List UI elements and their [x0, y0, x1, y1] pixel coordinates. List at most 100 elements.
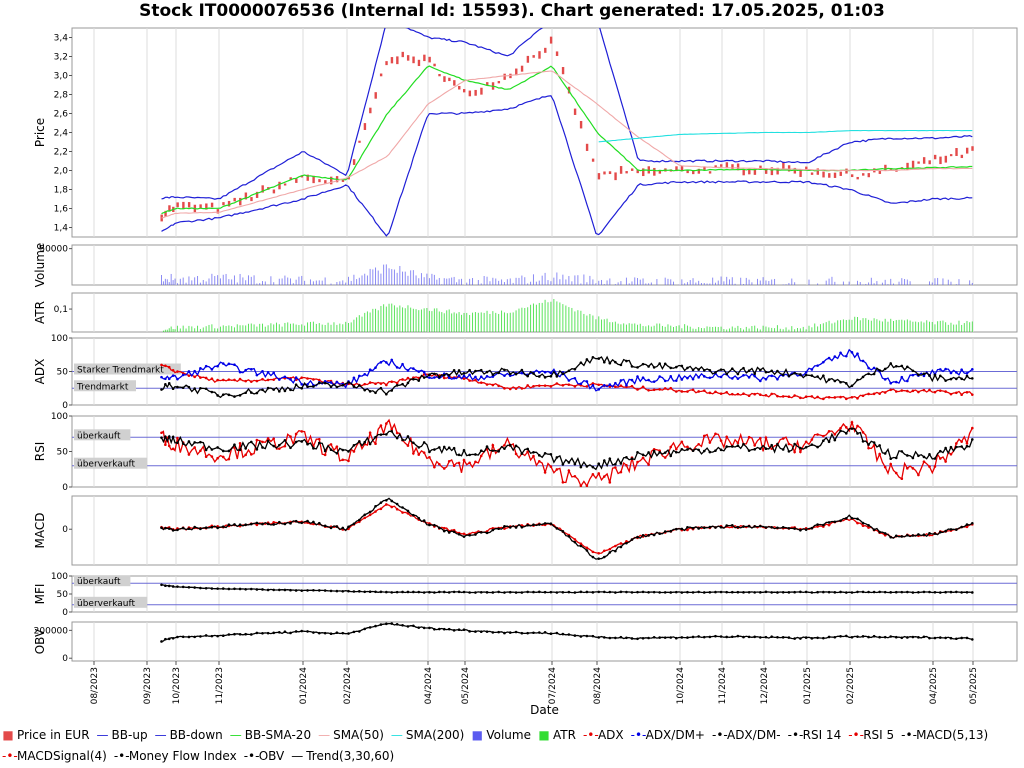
adx-point: [647, 388, 650, 392]
rsi-14-point: [944, 446, 947, 450]
adx-dm-plus-point: [641, 376, 645, 379]
obv-point: [272, 631, 275, 635]
adx-point: [468, 379, 471, 382]
rsi-14-point: [374, 435, 377, 439]
money-flow-index-point: [889, 591, 893, 594]
adx-dm-plus-point: [335, 380, 339, 384]
adx-point: [708, 391, 712, 395]
panel-ylabel: ATR: [33, 301, 47, 324]
price-candle: [363, 123, 367, 130]
rsi-5-point: [917, 473, 920, 477]
adx-dm-plus-point: [776, 377, 779, 381]
macd-point: [181, 526, 185, 530]
macd-signal-point: [255, 523, 259, 527]
y-tick-label: 1,8: [54, 186, 69, 196]
obv-point: [725, 635, 728, 639]
adx-dm-plus-point: [708, 376, 712, 380]
obv-point: [479, 630, 483, 633]
obv-point: [742, 635, 745, 639]
macd-point: [412, 513, 415, 517]
rsi-14-point: [949, 445, 953, 449]
adx-dm-minus-point: [447, 374, 451, 377]
macd-point: [822, 523, 825, 527]
adx-dm-minus-point: [702, 369, 706, 372]
x-tick-label: 08/2023: [90, 667, 100, 704]
adx-dm-minus-point: [385, 392, 388, 396]
money-flow-index-point: [160, 583, 163, 587]
macd-point: [894, 534, 898, 538]
macd-point: [573, 540, 577, 544]
price-candle: [625, 171, 628, 174]
macd-point: [379, 501, 383, 504]
obv-point: [730, 635, 734, 639]
money-flow-index-point: [658, 591, 661, 594]
adx-dm-minus-point: [867, 372, 870, 376]
adx-point: [702, 389, 706, 392]
adx-point: [965, 390, 969, 394]
price-candle: [630, 168, 634, 171]
price-candle: [725, 162, 729, 169]
money-flow-index-point: [312, 588, 315, 592]
macd-point: [736, 525, 740, 529]
legend-item: — BB-SMA-20: [230, 725, 311, 746]
macd-signal-point: [861, 524, 865, 527]
obv-point: [176, 635, 179, 639]
adx-point: [938, 389, 942, 392]
adx-point: [216, 378, 219, 382]
rsi-14-point: [669, 454, 673, 458]
chart-legend: ■ Price in EUR — BB-up — BB-down — BB-SMA-20— SM…: [2, 725, 1022, 767]
adx-dm-plus-point: [861, 359, 865, 363]
macd-point: [793, 527, 796, 530]
rsi-14-point: [537, 454, 541, 457]
price-candle: [884, 164, 887, 171]
legend-item: -•-RSI 14: [788, 725, 842, 746]
money-flow-index-point: [352, 590, 356, 593]
obv-point: [602, 636, 606, 639]
rsi-14-point: [793, 442, 796, 446]
atr-bars: [162, 298, 973, 332]
legend-symbol: ■: [2, 728, 14, 742]
adx-point: [900, 389, 904, 392]
adx-dm-plus-point: [663, 379, 667, 383]
mfi-overbought-label: überkauft: [77, 577, 121, 587]
rsi-14-point: [335, 452, 339, 455]
adx-dm-minus-point: [160, 388, 163, 391]
adx-dm-plus-point: [238, 370, 242, 374]
price-candle: [591, 158, 595, 162]
money-flow-index-point: [317, 589, 321, 592]
price-candle: [448, 77, 451, 82]
rsi-5-point: [503, 443, 506, 447]
y-tick-label: 2,2: [54, 148, 68, 158]
money-flow-index-point: [390, 591, 394, 594]
rsi-5-point: [585, 484, 589, 487]
macd-point: [602, 555, 606, 559]
adx-dm-plus-point: [810, 368, 814, 371]
macd-point: [770, 525, 773, 529]
macd-point: [764, 526, 768, 529]
obv-point: [641, 636, 645, 640]
adx: [160, 363, 974, 401]
adx-strong-trend-label-bg: [74, 363, 181, 375]
legend-label: MACD(5,13): [916, 728, 989, 742]
adx-dm-plus-point: [585, 380, 589, 383]
price-candle: [585, 143, 589, 151]
y-tick-label: 0,1: [54, 305, 68, 315]
money-flow-index-point: [579, 590, 583, 594]
macd-point: [503, 525, 506, 528]
adx-dm-minus-point: [573, 367, 577, 371]
rsi-14-point: [491, 449, 495, 452]
macd-point: [742, 525, 745, 528]
adx-point: [312, 378, 315, 381]
money-flow-index-point: [770, 591, 773, 594]
rsi-14-point: [497, 450, 500, 453]
macd-signal-point: [614, 544, 617, 548]
macd-point: [401, 506, 404, 509]
price-candle: [341, 178, 345, 182]
rsi-5-point: [669, 445, 673, 449]
price-candle: [239, 197, 242, 206]
macd-point: [816, 523, 819, 526]
adx-dm-minus-point: [452, 368, 456, 372]
rsi-14-point: [883, 452, 887, 455]
price-candle: [433, 63, 436, 67]
macd-point: [187, 527, 191, 530]
